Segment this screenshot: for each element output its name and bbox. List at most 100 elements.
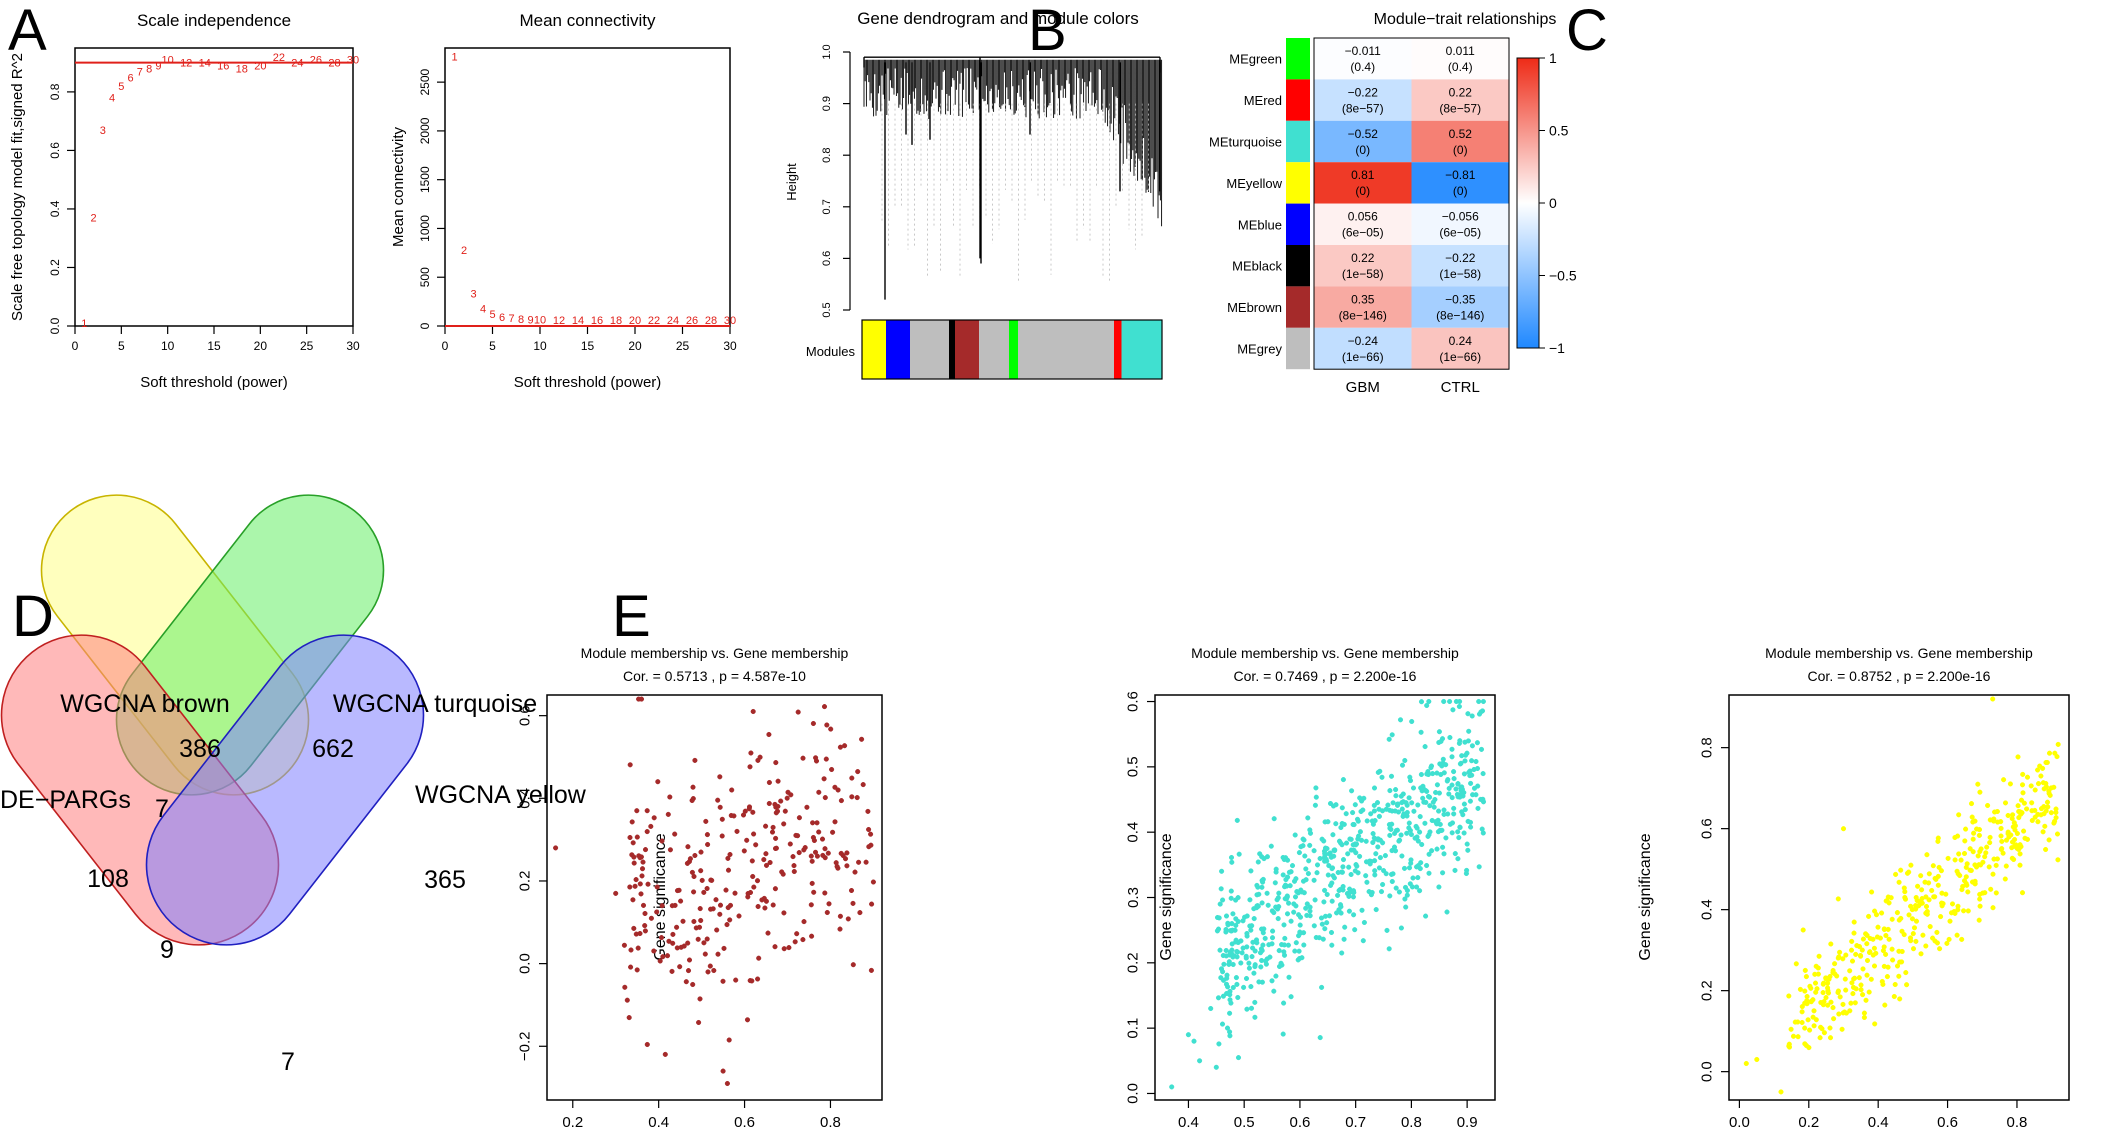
y-tick-label: 1.0 [821, 44, 833, 59]
x-tick-label: 0.8 [820, 1114, 841, 1131]
y-tick-label: −0.2 [517, 1031, 534, 1061]
data-point [1428, 763, 1435, 769]
data-point [704, 832, 710, 838]
data-point [1241, 984, 1247, 990]
data-point [1480, 698, 1486, 705]
data-point [1415, 802, 1421, 808]
data-point [1311, 923, 1317, 929]
data-point [1866, 913, 1872, 919]
colorbar [1516, 57, 1540, 349]
data-point [838, 798, 844, 804]
data-point [1322, 845, 1329, 851]
cell-correlation: −0.22 [1348, 85, 1379, 99]
data-point [1215, 926, 1222, 932]
data-point [1375, 844, 1381, 850]
data-point [1402, 896, 1408, 902]
data-point [1800, 927, 1806, 933]
power-label: 22 [648, 315, 660, 327]
data-point [1357, 853, 1363, 859]
data-point [1240, 945, 1246, 951]
y-tick-label: 1000 [418, 215, 432, 242]
data-point [1352, 927, 1358, 933]
data-point [1297, 922, 1303, 928]
data-point [1268, 843, 1274, 849]
data-point [1223, 981, 1230, 987]
data-point [1350, 810, 1356, 816]
data-point [1469, 758, 1475, 764]
data-point [1461, 830, 1467, 836]
data-point [644, 808, 650, 814]
data-point [1447, 698, 1453, 705]
data-point [773, 760, 779, 766]
data-point [1246, 965, 1252, 971]
data-point [1281, 922, 1287, 928]
data-point [1364, 818, 1370, 824]
data-point [1934, 929, 1940, 935]
chart-title: Module membership vs. Gene membership [1191, 645, 1459, 661]
data-point [634, 967, 640, 973]
data-point [1333, 821, 1339, 827]
data-point [1262, 935, 1268, 941]
data-point [1807, 983, 1813, 989]
row-label: MEred [1244, 93, 1282, 108]
data-point [1415, 863, 1421, 869]
data-point [1891, 993, 1897, 1000]
data-point [1935, 838, 1941, 844]
data-point [728, 812, 734, 819]
data-point [2003, 863, 2009, 869]
data-point [809, 858, 815, 864]
data-point [1827, 1035, 1834, 1041]
power-label: 7 [508, 313, 514, 325]
data-point [1977, 903, 1983, 909]
data-point [1869, 889, 1875, 895]
data-point [1291, 901, 1297, 907]
heatmap-cell [1411, 38, 1509, 80]
data-point [1233, 916, 1239, 922]
y-tick-label: 0.5 [1125, 756, 1142, 777]
data-point [1325, 819, 1331, 825]
data-point [711, 967, 717, 974]
data-point [860, 782, 866, 788]
data-point [824, 909, 830, 916]
data-point [1300, 836, 1306, 842]
data-point [1306, 858, 1312, 864]
venn-diagram: WGCNA brown WGCNA turquoise DE−PARGs WGCNA … [0, 494, 587, 1076]
data-point [639, 873, 645, 879]
data-point [1831, 1016, 1837, 1022]
row-label: MEbrown [1227, 300, 1282, 315]
data-point [2012, 843, 2018, 849]
data-point [1223, 913, 1230, 919]
cell-pvalue: (8e−146) [1436, 308, 1484, 322]
data-point [1947, 918, 1953, 924]
data-point [1269, 941, 1275, 947]
data-point [1429, 848, 1435, 854]
data-point [1360, 938, 1366, 944]
data-point [750, 873, 756, 880]
y-tick-label: 1500 [418, 166, 432, 193]
data-point [1473, 758, 1479, 765]
data-point [1866, 949, 1873, 956]
data-point [1322, 887, 1328, 893]
module-color-swatch [1286, 245, 1310, 287]
x-tick-label: 30 [346, 339, 360, 353]
data-point [1299, 889, 1305, 895]
module-color-segment [862, 320, 887, 379]
data-point [670, 940, 676, 946]
data-point [1871, 963, 1878, 969]
data-point [1474, 765, 1481, 772]
data-point [1894, 963, 1901, 969]
data-point [1978, 846, 1984, 852]
data-point [1300, 878, 1307, 884]
data-point [838, 850, 844, 856]
plot-frame [74, 47, 354, 327]
data-point [1296, 948, 1302, 954]
data-point [2028, 783, 2034, 789]
data-point [796, 850, 802, 856]
data-point [1247, 897, 1253, 903]
power-label: 26 [310, 55, 322, 67]
power-label: 8 [146, 63, 152, 75]
data-point [2019, 782, 2026, 788]
data-point [1282, 935, 1288, 941]
turquoise-membership-scatter: 0.4 0.5 0.6 0.7 0.8 0.9 0.0 0.1 0.2 0.3 0.4 0.5 0.6 M… [1125, 645, 1496, 1131]
data-point [2010, 824, 2016, 830]
